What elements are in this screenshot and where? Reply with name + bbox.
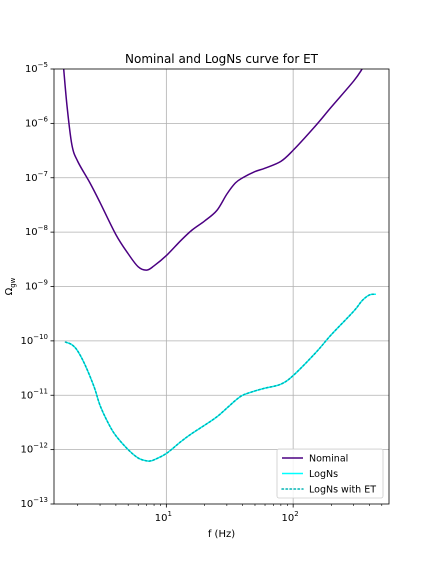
y-tick-label: 10−5 bbox=[25, 61, 48, 75]
legend: Nominal LogNs LogNs with ET bbox=[276, 448, 384, 499]
y-tick-label: 10−13 bbox=[20, 496, 48, 510]
y-tick-label: 10−11 bbox=[20, 387, 48, 401]
x-axis-label: f (Hz) bbox=[208, 529, 235, 540]
series-layer bbox=[62, 69, 377, 462]
y-tick-label: 10−6 bbox=[25, 115, 49, 129]
y-axis-label: Ωgw bbox=[4, 277, 17, 295]
legend-label: LogNs with ET bbox=[309, 485, 376, 496]
y-tick-label: 10−9 bbox=[25, 279, 48, 293]
series-line-nominal bbox=[62, 69, 363, 271]
series-line-logns-with-et bbox=[64, 293, 377, 462]
x-tick-label: 102 bbox=[282, 510, 299, 524]
legend-label: LogNs bbox=[309, 469, 338, 480]
legend-label: Nominal bbox=[309, 454, 348, 465]
x-tick-label: 101 bbox=[155, 510, 172, 524]
legend-box bbox=[276, 448, 384, 499]
y-tick-label: 10−12 bbox=[20, 442, 48, 456]
grid-layer bbox=[54, 69, 389, 504]
y-tick-label: 10−10 bbox=[20, 333, 48, 347]
y-tick-label: 10−7 bbox=[25, 170, 48, 184]
tick-layer: 101 102 10−13 10−12 10−11 10−10 10−9 10−8 10−7 10… bbox=[20, 61, 383, 524]
chart-title: Nominal and LogNs curve for ET bbox=[125, 52, 319, 66]
y-tick-label: 10−8 bbox=[25, 224, 48, 238]
